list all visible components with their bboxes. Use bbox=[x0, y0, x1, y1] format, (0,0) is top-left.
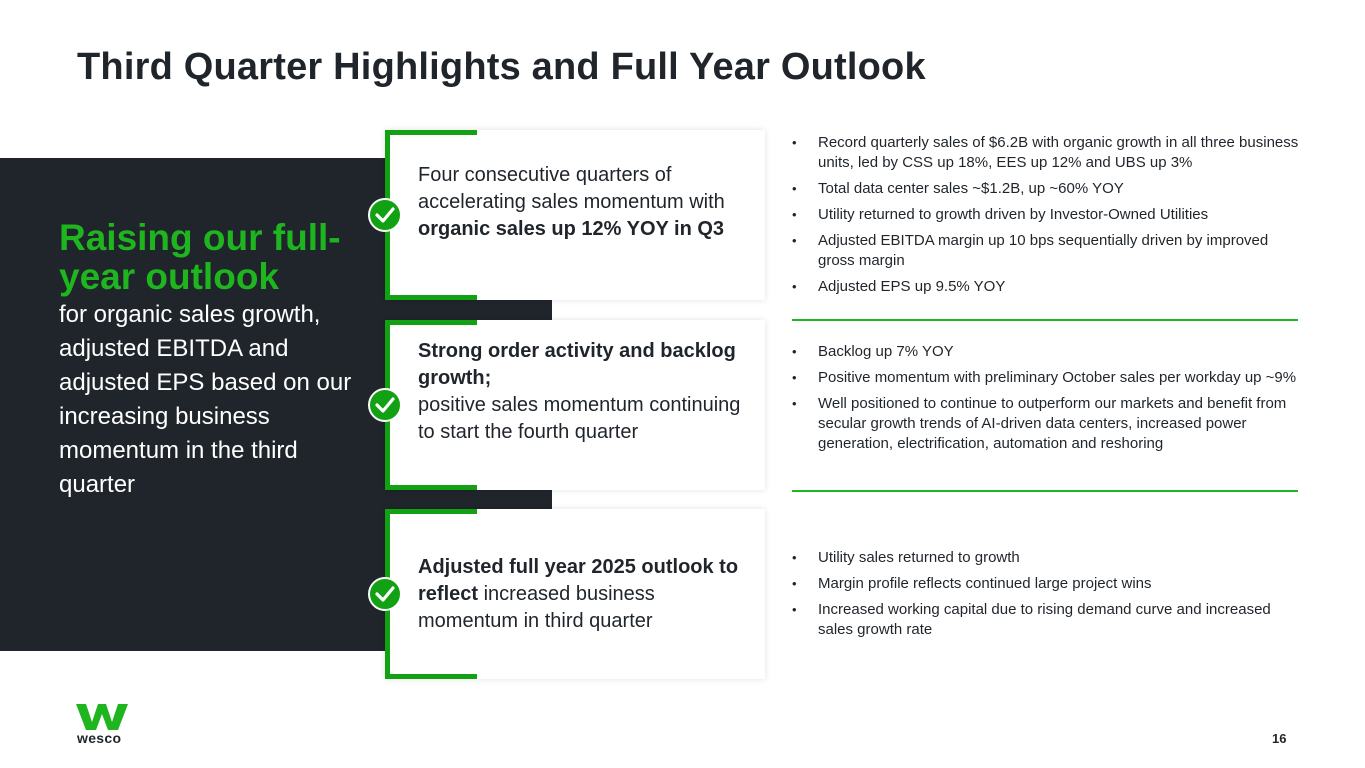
list-item: Adjusted EBITDA margin up 10 bps sequent… bbox=[792, 231, 1302, 271]
check-circle-icon bbox=[368, 198, 402, 232]
list-item: Adjusted EPS up 9.5% YOY bbox=[792, 277, 1302, 297]
list-item: Utility sales returned to growth bbox=[792, 548, 1302, 568]
list-item: Well positioned to continue to outperfor… bbox=[792, 394, 1302, 454]
outlook-summary: Raising our full-year outlook for organi… bbox=[59, 218, 359, 502]
list-item: Utility returned to growth driven by Inv… bbox=[792, 205, 1302, 225]
check-circle-icon bbox=[368, 577, 402, 611]
bullet-list-outlook: Utility sales returned to growth Margin … bbox=[792, 548, 1302, 646]
bullet-list-backlog: Backlog up 7% YOY Positive momentum with… bbox=[792, 342, 1302, 460]
page-title: Third Quarter Highlights and Full Year O… bbox=[77, 46, 926, 88]
card-text-regular: Four consecutive quarters of acceleratin… bbox=[418, 164, 725, 213]
card-text-bold: Strong order activity and backlog growth… bbox=[418, 340, 736, 389]
list-item: Total data center sales ~$1.2B, up ~60% … bbox=[792, 179, 1302, 199]
card-text-bold: organic sales up 12% YOY in Q3 bbox=[418, 218, 725, 240]
bullet-list-q3-highlights: Record quarterly sales of $6.2B with org… bbox=[792, 133, 1302, 303]
wesco-logo-icon bbox=[76, 704, 128, 730]
card-text-regular: increased business momentum in third qua… bbox=[418, 583, 655, 632]
highlight-card-full-year-outlook: Adjusted full year 2025 outlook to refle… bbox=[385, 509, 765, 679]
section-divider bbox=[792, 490, 1298, 492]
highlight-card-sales-momentum: Four consecutive quarters of acceleratin… bbox=[385, 130, 765, 300]
list-item: Record quarterly sales of $6.2B with org… bbox=[792, 133, 1302, 173]
list-item: Increased working capital due to rising … bbox=[792, 600, 1302, 640]
check-circle-icon bbox=[368, 388, 402, 422]
card-text: Four consecutive quarters of acceleratin… bbox=[418, 162, 747, 243]
outlook-headline: Raising our full-year outlook bbox=[59, 217, 341, 297]
logo-wordmark: wesco bbox=[77, 730, 122, 746]
page-number: 16 bbox=[1272, 731, 1287, 746]
card-text-bold: Adjusted full year 2025 outlook to refle… bbox=[418, 556, 739, 605]
card-text-regular: positive sales momentum continuing to st… bbox=[418, 394, 741, 443]
list-item: Margin profile reflects continued large … bbox=[792, 574, 1302, 594]
card-text: Adjusted full year 2025 outlook to refle… bbox=[418, 554, 747, 635]
card-text: Strong order activity and backlog growth… bbox=[418, 338, 747, 446]
list-item: Backlog up 7% YOY bbox=[792, 342, 1302, 362]
section-divider bbox=[792, 319, 1298, 321]
highlight-card-order-activity: Strong order activity and backlog growth… bbox=[385, 320, 765, 490]
list-item: Positive momentum with preliminary Octob… bbox=[792, 368, 1302, 388]
outlook-subtext: for organic sales growth, adjusted EBITD… bbox=[59, 301, 352, 498]
